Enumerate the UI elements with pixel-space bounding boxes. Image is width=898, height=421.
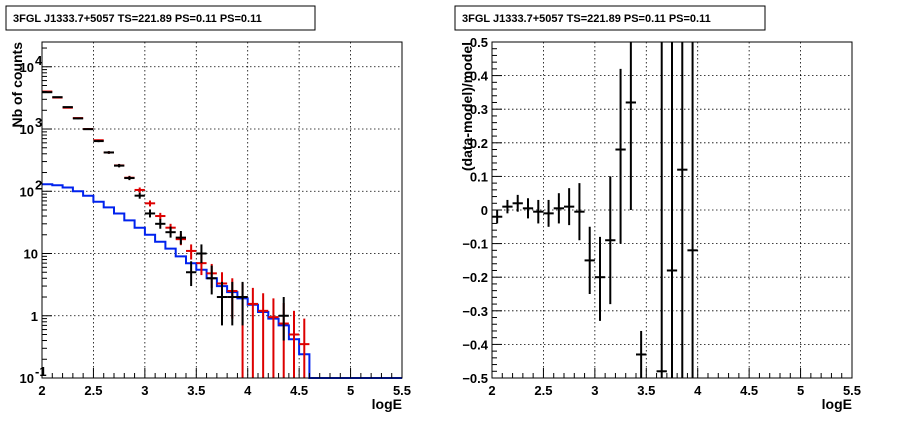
- counts-plot-frame: [41, 41, 403, 379]
- data-point: [206, 265, 217, 295]
- model-point: [155, 212, 166, 220]
- model-point: [186, 244, 197, 260]
- y-tick-label: −0.3: [462, 304, 488, 319]
- y-tick-label: −0.4: [462, 337, 488, 352]
- model-point: [144, 200, 156, 207]
- data-point: [93, 140, 104, 143]
- data-point: [103, 151, 114, 154]
- x-tick-label: 2: [488, 383, 495, 398]
- y-tick-label: 10: [20, 60, 34, 75]
- data-point: [216, 281, 228, 326]
- data-point: [227, 281, 238, 326]
- x-tick-label: 2: [38, 383, 45, 398]
- residual-point: [677, 42, 688, 378]
- residual-point: [615, 68, 626, 244]
- y-tick-label: −0.2: [462, 270, 488, 285]
- model-point: [288, 310, 300, 378]
- model-point: [134, 187, 145, 193]
- model-point: [258, 293, 269, 378]
- model-point: [268, 298, 279, 378]
- data-point: [114, 164, 125, 168]
- residuals-y-axis-label: (data-model)/model: [459, 42, 475, 171]
- y-tick-label: −0.5: [462, 371, 488, 386]
- residuals-title: 3FGL J1333.7+5057 TS=221.89 PS=0.11 PS=0…: [462, 13, 711, 25]
- residual-point: [574, 183, 585, 241]
- data-point: [62, 106, 73, 109]
- counts-title: 3FGL J1333.7+5057 TS=221.89 PS=0.11 PS=0…: [13, 13, 262, 25]
- x-tick-label: 5.5: [843, 383, 861, 398]
- x-tick-label: 5.5: [393, 383, 411, 398]
- x-tick-label: 4.5: [290, 383, 308, 398]
- residuals-x-axis-label: logE: [822, 396, 852, 412]
- data-point: [52, 96, 63, 99]
- data-point: [278, 297, 289, 341]
- y-tick-exponent: -1: [35, 364, 47, 379]
- data-point: [124, 176, 135, 181]
- x-tick-label: 3.5: [187, 383, 205, 398]
- residual-point: [543, 199, 554, 227]
- y-tick-label: 10: [20, 122, 34, 137]
- residual-point: [625, 42, 636, 210]
- y-tick-label: 10: [20, 184, 34, 199]
- residual-point: [605, 176, 616, 305]
- residual-point: [656, 42, 667, 378]
- y-tick-label: 0: [481, 203, 488, 218]
- data-point: [155, 218, 166, 229]
- residual-point: [533, 199, 544, 224]
- y-tick-label: 10: [24, 247, 38, 262]
- y-tick-label: 0.4: [470, 69, 489, 84]
- y-tick-label: −0.1: [462, 237, 488, 252]
- data-point: [42, 91, 53, 94]
- x-tick-label: 4.5: [740, 383, 758, 398]
- y-tick-exponent: 4: [35, 53, 43, 68]
- data-point: [237, 281, 248, 326]
- residual-point: [512, 194, 523, 212]
- y-tick-label: 0.2: [470, 136, 488, 151]
- x-tick-label: 3: [141, 383, 148, 398]
- residual-point: [522, 198, 534, 219]
- data-point: [83, 128, 94, 131]
- y-tick-label: 0.3: [470, 102, 488, 117]
- y-tick-label: 0.1: [470, 169, 488, 184]
- residual-point: [666, 42, 678, 378]
- y-tick-label: 1: [31, 309, 38, 324]
- x-tick-label: 5: [797, 383, 804, 398]
- residuals-title-box: [454, 5, 766, 31]
- data-point: [165, 226, 176, 238]
- counts-y-axis-label: Nb of counts: [9, 42, 25, 128]
- model-point: [299, 318, 310, 378]
- residual-point: [584, 226, 595, 294]
- residuals-panel: 3FGL J1333.7+5057 TS=221.89 PS=0.11 PS=0…: [454, 5, 861, 412]
- residual-point: [564, 188, 575, 226]
- data-point: [144, 209, 156, 218]
- data-point: [175, 230, 186, 245]
- residual-point: [594, 236, 606, 321]
- x-tick-label: 5: [347, 383, 354, 398]
- y-tick-exponent: 2: [35, 177, 42, 192]
- counts-title-box: [5, 5, 316, 31]
- y-tick-label: 0.5: [470, 35, 488, 50]
- data-point: [72, 117, 84, 120]
- x-tick-label: 2.5: [534, 383, 552, 398]
- counts-panel: 3FGL J1333.7+5057 TS=221.89 PS=0.11 PS=0…: [5, 5, 411, 412]
- x-tick-label: 2.5: [84, 383, 102, 398]
- counts-x-axis-label: logE: [372, 396, 402, 412]
- model-point: [247, 287, 258, 378]
- x-tick-label: 3.5: [637, 383, 655, 398]
- x-tick-label: 4: [694, 383, 702, 398]
- x-tick-label: 4: [244, 383, 252, 398]
- x-tick-label: 3: [591, 383, 598, 398]
- residual-point: [553, 193, 564, 224]
- residual-point: [687, 42, 698, 378]
- data-point: [196, 244, 207, 264]
- data-point: [186, 261, 197, 287]
- data-point: [134, 192, 145, 199]
- residual-point: [636, 330, 647, 378]
- residual-point: [502, 199, 513, 214]
- y-tick-label: 10: [20, 371, 34, 386]
- y-tick-exponent: 3: [35, 115, 42, 130]
